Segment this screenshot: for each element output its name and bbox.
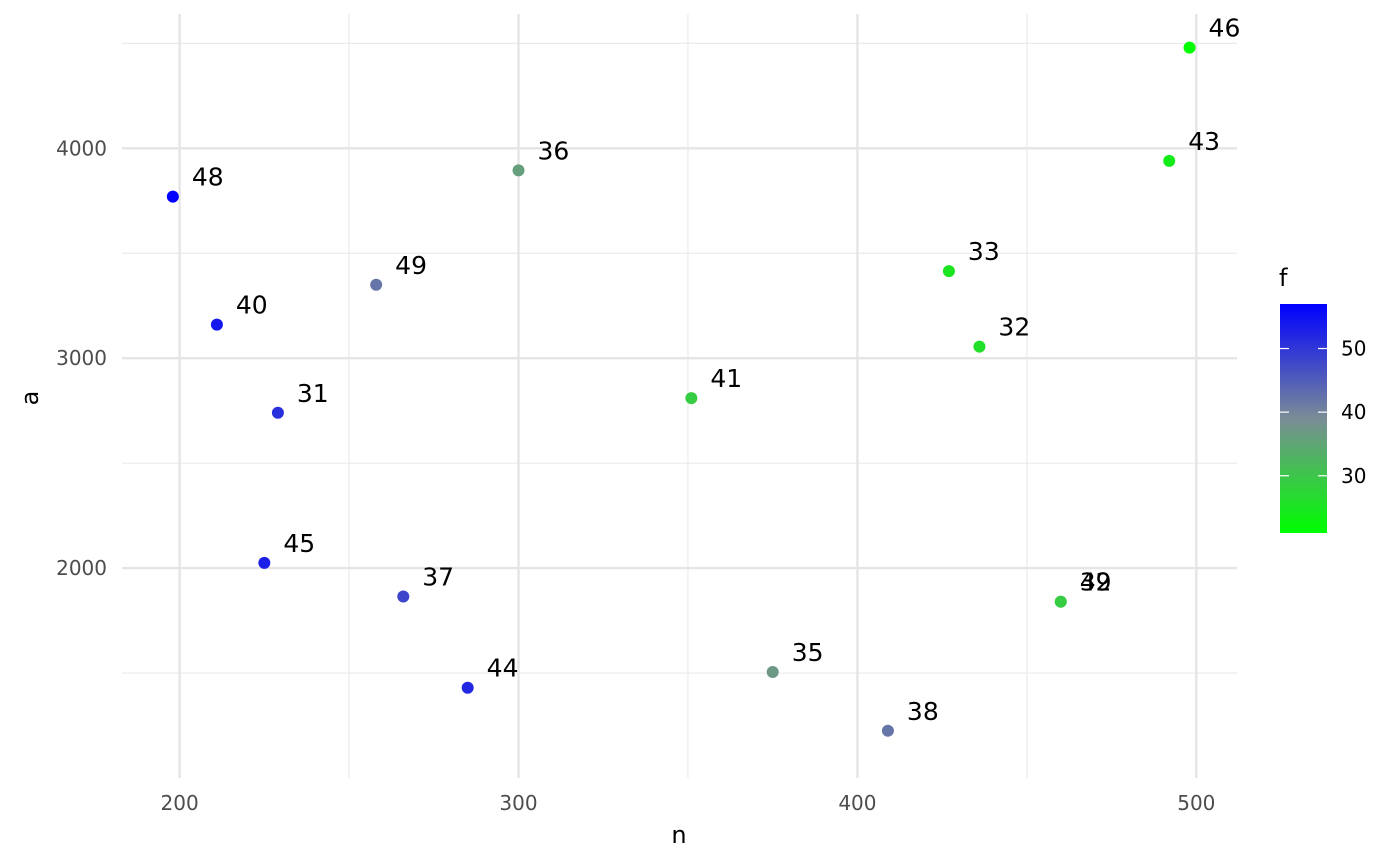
point-label: 38 <box>907 697 939 726</box>
point-label: 33 <box>968 237 1000 266</box>
legend-tick-label: 50 <box>1341 337 1366 361</box>
point-label: 48 <box>192 163 224 192</box>
point-label: 46 <box>1209 14 1241 43</box>
point-label: 49 <box>395 251 427 280</box>
point-label: 44 <box>487 654 519 683</box>
point-label: 39 <box>1080 568 1112 597</box>
y-axis-title: a <box>16 391 44 406</box>
legend-colorbar <box>1280 304 1327 533</box>
axes: 200 300 400 500 2000 3000 4000 <box>56 136 1215 815</box>
point-label: 35 <box>792 638 824 667</box>
x-tick-label: 300 <box>499 791 537 815</box>
x-tick-label: 200 <box>161 791 199 815</box>
data-point <box>685 392 698 405</box>
point-label: 32 <box>998 313 1030 342</box>
data-points <box>166 41 1196 737</box>
y-tick-label: 3000 <box>56 346 107 370</box>
data-point <box>397 590 410 603</box>
point-label: 42 <box>1080 568 1112 597</box>
data-point <box>973 340 986 353</box>
data-point <box>881 724 894 737</box>
point-label: 37 <box>422 562 454 591</box>
data-point <box>166 190 179 203</box>
data-point <box>1163 154 1176 167</box>
grid-lines <box>122 14 1237 778</box>
data-point <box>1054 595 1067 608</box>
point-label: 43 <box>1188 127 1220 156</box>
point-label: 45 <box>283 529 315 558</box>
data-point <box>512 164 525 177</box>
data-point <box>370 278 383 291</box>
x-tick-label: 400 <box>838 791 876 815</box>
legend-title: f <box>1279 264 1288 292</box>
data-point <box>461 681 474 694</box>
legend-tick-label: 30 <box>1341 464 1366 488</box>
point-label: 40 <box>236 291 268 320</box>
x-axis-title: n <box>671 821 686 849</box>
point-label: 41 <box>710 364 742 393</box>
data-point <box>942 265 955 278</box>
color-legend: f 30 40 50 <box>1279 264 1366 533</box>
data-point <box>258 556 271 569</box>
data-point <box>1183 41 1196 54</box>
data-point <box>766 666 779 679</box>
point-label: 36 <box>538 136 570 165</box>
x-tick-label: 500 <box>1177 791 1215 815</box>
y-tick-label: 2000 <box>56 556 107 580</box>
data-point <box>210 318 223 331</box>
legend-tick-label: 40 <box>1341 400 1366 424</box>
point-label: 31 <box>297 379 329 408</box>
data-point <box>271 406 284 419</box>
y-tick-label: 4000 <box>56 136 107 160</box>
